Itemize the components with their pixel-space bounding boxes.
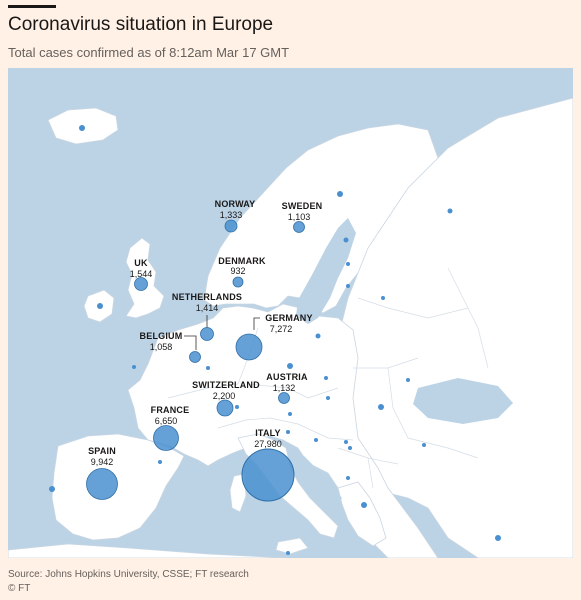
leader-line [184,335,197,350]
label-italy-name: ITALY [255,428,281,438]
label-france-cases: 6,650 [155,416,178,426]
label-denmark-name: DENMARK [218,256,266,266]
marker-dot [314,438,318,442]
bubble-italy: ITALY 27,980 [241,428,295,502]
minor-country-markers [49,125,501,555]
bubble-marker [86,468,118,500]
bubble-sweden: SWEDEN 1,103 [282,201,323,233]
chart-title: Coronavirus situation in Europe [8,14,274,35]
label-austria-name: AUSTRIA [266,372,308,382]
marker-dot [343,237,349,243]
label-sweden-cases: 1,103 [288,212,311,222]
marker-dot [326,396,330,400]
bubble-denmark: DENMARK 932 [218,256,266,288]
footer: Source: Johns Hopkins University, CSSE; … [8,568,249,596]
label-italy-cases: 27,980 [254,439,282,449]
header-rule [8,5,56,8]
marker-dot [346,262,350,266]
label-germany-cases: 7,272 [270,324,293,334]
marker-dot [158,460,162,464]
great-britain-landmass [125,237,165,319]
bubble-marker [134,277,148,291]
copyright-note: © FT [8,583,31,594]
greece-landmass [337,481,387,547]
bubble-marker [189,351,201,363]
label-switzerland-cases: 2,200 [213,391,236,401]
bubble-marker [232,276,244,288]
baltic-sea [296,218,356,324]
bubble-marker [224,219,238,233]
label-uk-cases: 1,544 [130,269,153,279]
marker-dot [422,443,426,447]
iberia-landmass [51,433,185,541]
label-netherlands-cases: 1,414 [196,303,219,313]
marker-dot [346,284,350,288]
marker-dot [286,551,290,555]
source-note: Source: Johns Hopkins University, CSSE; … [8,569,249,580]
bubble-marker [153,425,179,451]
label-spain-cases: 9,942 [91,457,114,467]
label-austria-cases: 1,132 [273,383,296,393]
marker-dot [206,366,210,370]
bubble-marker [293,221,305,233]
marker-dot [495,535,501,541]
marker-dot [286,430,290,434]
bubble-marker [241,448,295,502]
label-switzerland-name: SWITZERLAND [192,380,260,390]
bubble-austria: AUSTRIA 1,132 [266,372,308,404]
marker-dot [378,404,384,410]
marker-dot [288,412,292,416]
marker-dot [348,446,352,450]
marker-dot [315,333,321,339]
marker-dot [337,191,343,197]
label-sweden-name: SWEDEN [282,201,323,211]
bubble-marker [216,399,234,417]
label-germany-name: GERMANY [265,313,312,323]
map-svg: NORWAY 1,333 SWEDEN 1,103 UK 1,544 DENMA… [8,68,573,558]
marker-dot [49,486,55,492]
leader-line [253,317,260,330]
bubble-switzerland: SWITZERLAND 2,200 [192,380,260,417]
bubble-netherlands: NETHERLANDS 1,414 [172,292,242,341]
marker-dot [447,208,453,214]
north-africa-landmass [8,543,289,558]
label-netherlands-name: NETHERLANDS [172,292,242,302]
bubble-germany: GERMANY 7,272 [235,313,313,361]
marker-dot [324,376,328,380]
label-belgium-cases: 1,058 [150,342,173,352]
marker-dot [361,502,367,508]
bubble-norway: NORWAY 1,333 [215,199,256,233]
label-uk-name: UK [134,258,148,268]
sicily-landmass [275,537,309,555]
marker-dot [344,440,348,444]
label-belgium-name: BELGIUM [140,331,183,341]
label-denmark-cases: 932 [230,266,245,276]
black-sea [413,378,513,424]
bubble-marker [278,392,290,404]
bubble-marker [200,327,214,341]
chart-subtitle: Total cases confirmed as of 8:12am Mar 1… [8,45,290,60]
label-spain-name: SPAIN [88,446,116,456]
marker-dot [287,363,293,369]
marker-dot [97,303,103,309]
europe-map: NORWAY 1,333 SWEDEN 1,103 UK 1,544 DENMA… [8,68,573,558]
marker-dot [406,378,410,382]
bubble-marker [235,333,263,361]
marker-dot [346,476,350,480]
adriatic-sea [290,456,342,506]
marker-dot [132,365,136,369]
marker-dot [235,405,239,409]
marker-dot [79,125,85,131]
bubble-uk: UK 1,544 [130,258,153,291]
label-france-name: FRANCE [151,405,190,415]
bubble-spain: SPAIN 9,942 [86,446,118,500]
bubble-belgium: BELGIUM 1,058 [140,331,201,363]
bubble-france: FRANCE 6,650 [151,405,190,451]
marker-dot [381,296,385,300]
label-norway-name: NORWAY [215,199,256,209]
label-norway-cases: 1,333 [220,210,243,220]
